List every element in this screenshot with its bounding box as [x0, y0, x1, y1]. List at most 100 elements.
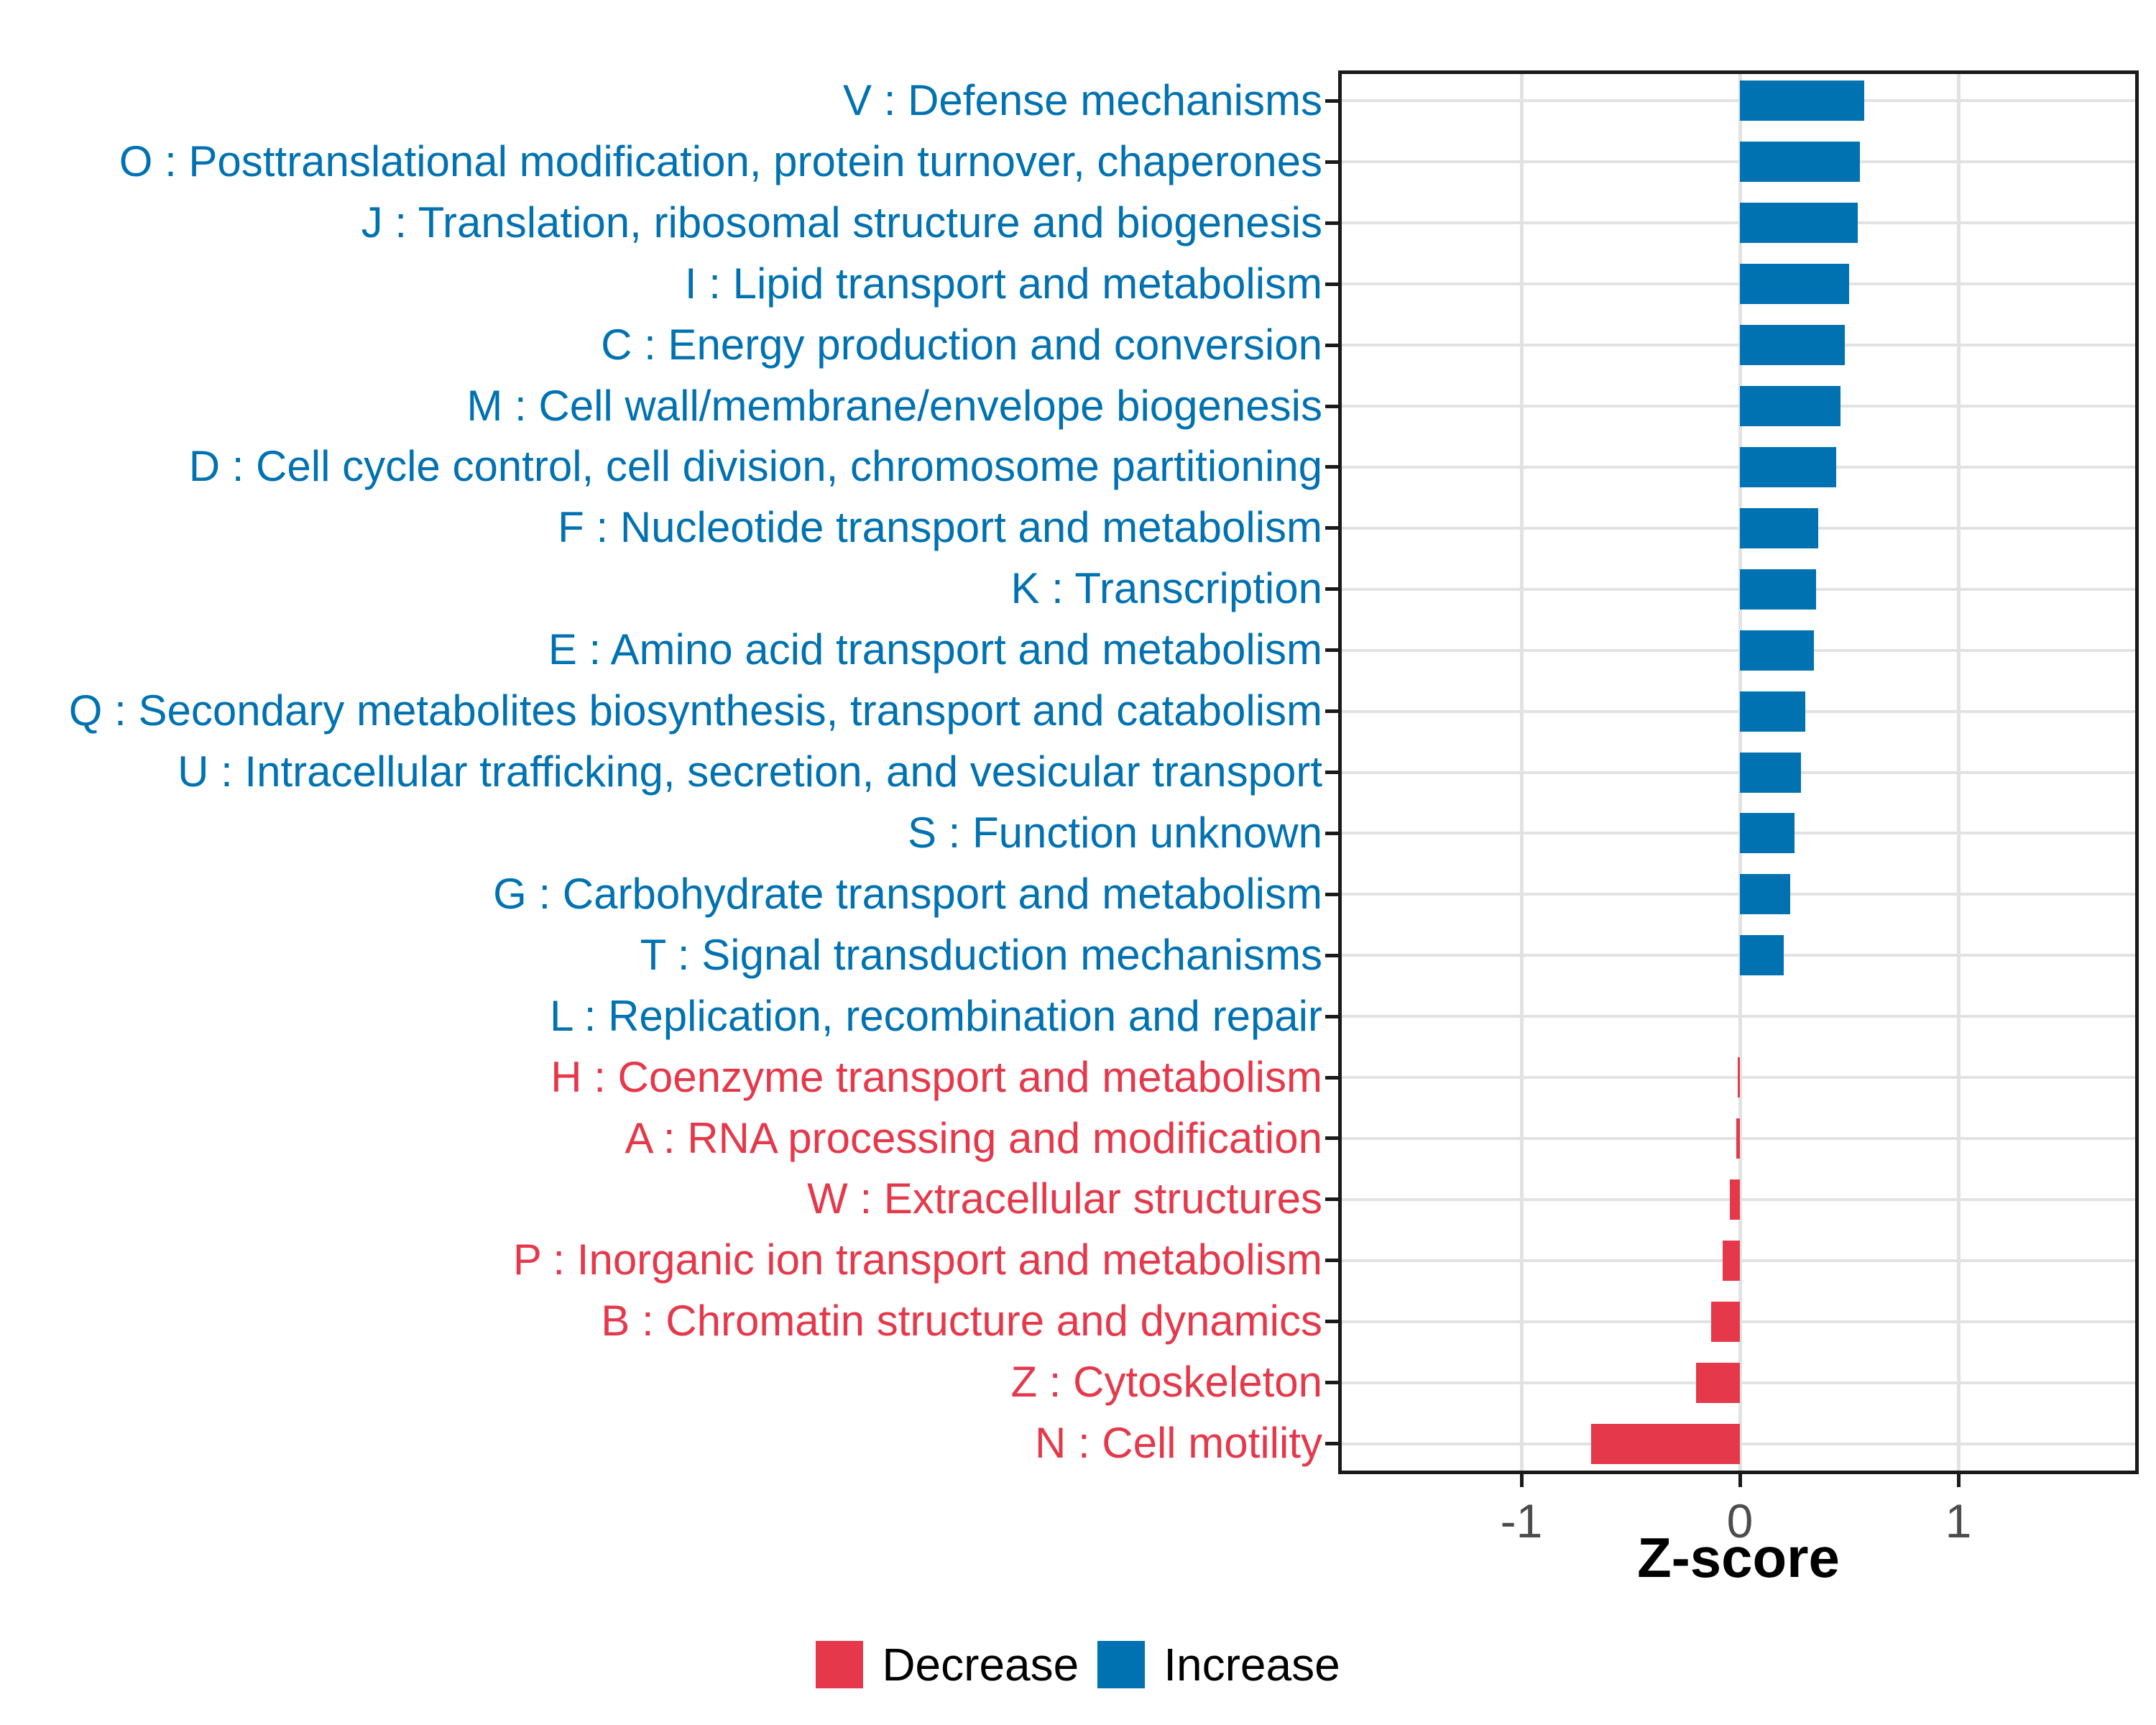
- bar-J: [1740, 203, 1858, 243]
- x-axis-title: Z-score: [1637, 1526, 1840, 1589]
- gridline-horizontal: [1338, 832, 2139, 835]
- y-tick-mark-W: [1325, 1197, 1338, 1202]
- y-tick-mark-I: [1325, 282, 1338, 286]
- y-tick-mark-V: [1325, 98, 1338, 103]
- bar-Q: [1740, 691, 1805, 732]
- gridline-horizontal: [1338, 99, 2139, 103]
- bar-B: [1711, 1302, 1740, 1342]
- y-tick-mark-T: [1325, 953, 1338, 957]
- gridline-horizontal: [1338, 648, 2139, 652]
- x-tick-mark--1: [1519, 1474, 1524, 1487]
- y-axis-label-J: J : Translation, ribosomal structure and…: [361, 198, 1322, 247]
- legend: Decrease Increase: [0, 1641, 2156, 1688]
- y-axis-label-V: V : Defense mechanisms: [843, 76, 1322, 124]
- gridline-horizontal: [1338, 770, 2139, 774]
- y-tick-mark-B: [1325, 1320, 1338, 1324]
- bar-V: [1740, 80, 1864, 121]
- y-tick-mark-N: [1325, 1442, 1338, 1446]
- bar-I: [1740, 264, 1849, 304]
- y-tick-mark-J: [1325, 221, 1338, 225]
- y-tick-mark-U: [1325, 770, 1338, 774]
- bar-H: [1738, 1057, 1740, 1098]
- gridline-horizontal: [1338, 160, 2139, 164]
- y-axis-label-I: I : Lipid transport and metabolism: [684, 259, 1322, 308]
- gridline-horizontal: [1338, 405, 2139, 408]
- x-tick-mark-0: [1738, 1474, 1742, 1487]
- y-tick-mark-H: [1325, 1075, 1338, 1080]
- y-axis-label-O: O : Posttranslational modification, prot…: [119, 137, 1322, 185]
- bar-M: [1740, 386, 1841, 426]
- y-axis-label-K: K : Transcription: [1010, 564, 1322, 613]
- gridline-horizontal: [1338, 282, 2139, 286]
- x-tick-mark-1: [1956, 1474, 1961, 1487]
- y-axis-label-N: N : Cell motility: [1034, 1419, 1322, 1468]
- bar-C: [1740, 325, 1845, 365]
- y-axis-label-F: F : Nucleotide transport and metabolism: [558, 503, 1322, 552]
- bar-P: [1723, 1241, 1740, 1281]
- y-axis-label-Z: Z : Cytoskeleton: [1010, 1358, 1322, 1407]
- bar-E: [1740, 630, 1814, 671]
- y-axis-label-P: P : Inorganic ion transport and metaboli…: [512, 1236, 1322, 1284]
- y-axis-label-D: D : Cell cycle control, cell division, c…: [188, 442, 1322, 491]
- bar-F: [1740, 508, 1818, 548]
- bar-G: [1740, 874, 1790, 914]
- y-axis-label-L: L : Replication, recombination and repai…: [549, 991, 1322, 1040]
- y-axis-label-A: A : RNA processing and modification: [625, 1113, 1322, 1162]
- x-tick-label--1: -1: [1500, 1494, 1543, 1547]
- y-axis-label-W: W : Extracellular structures: [807, 1174, 1322, 1223]
- y-tick-mark-A: [1325, 1136, 1338, 1141]
- y-axis-label-B: B : Chromatin structure and dynamics: [601, 1297, 1322, 1346]
- bar-A: [1736, 1118, 1740, 1159]
- y-tick-mark-M: [1325, 404, 1338, 408]
- y-axis-label-Q: Q : Secondary metabolites biosynthesis, …: [68, 686, 1322, 735]
- bar-U: [1740, 753, 1801, 793]
- y-tick-mark-D: [1325, 465, 1338, 469]
- y-axis-label-H: H : Coenzyme transport and metabolism: [550, 1052, 1322, 1101]
- y-tick-mark-E: [1325, 648, 1338, 653]
- gridline-horizontal: [1338, 954, 2139, 957]
- plot-panel: [1338, 70, 2139, 1474]
- y-axis-label-G: G : Carbohydrate transport and metabolis…: [493, 869, 1322, 918]
- bar-N: [1591, 1424, 1740, 1464]
- y-tick-mark-C: [1325, 343, 1338, 347]
- gridline-horizontal: [1338, 344, 2139, 347]
- gridline-horizontal: [1338, 893, 2139, 896]
- y-tick-mark-O: [1325, 160, 1338, 164]
- legend-label-increase: Increase: [1164, 1639, 1340, 1690]
- y-tick-mark-K: [1325, 587, 1338, 592]
- bar-K: [1740, 569, 1816, 610]
- y-tick-mark-S: [1325, 831, 1338, 835]
- y-axis-label-C: C : Energy production and conversion: [601, 320, 1322, 369]
- gridline-horizontal: [1338, 1015, 2139, 1018]
- legend-swatch-increase: [1097, 1641, 1146, 1688]
- bar-T: [1740, 935, 1784, 975]
- x-tick-label-0: 0: [1726, 1494, 1754, 1547]
- legend-label-decrease: Decrease: [882, 1639, 1079, 1690]
- bar-O: [1740, 142, 1860, 182]
- y-axis-label-U: U : Intracellular trafficking, secretion…: [178, 748, 1322, 796]
- legend-item-increase: Increase: [1097, 1641, 1340, 1688]
- bar-S: [1740, 813, 1795, 853]
- gridline-horizontal: [1338, 709, 2139, 713]
- y-axis-label-S: S : Function unknown: [907, 808, 1322, 857]
- legend-item-decrease: Decrease: [816, 1641, 1079, 1688]
- gridline-horizontal: [1338, 465, 2139, 469]
- x-tick-label-1: 1: [1945, 1494, 1972, 1547]
- y-tick-mark-P: [1325, 1259, 1338, 1263]
- y-tick-mark-Z: [1325, 1381, 1338, 1385]
- bar-Z: [1696, 1363, 1740, 1403]
- y-tick-mark-G: [1325, 892, 1338, 896]
- y-tick-mark-F: [1325, 526, 1338, 530]
- y-axis-label-E: E : Amino acid transport and metabolism: [548, 625, 1322, 674]
- bar-D: [1740, 447, 1836, 487]
- bar-W: [1730, 1179, 1740, 1220]
- y-tick-mark-Q: [1325, 709, 1338, 714]
- gridline-horizontal: [1338, 526, 2139, 530]
- legend-swatch-decrease: [816, 1641, 864, 1688]
- gridline-horizontal: [1338, 587, 2139, 591]
- y-axis-label-T: T : Signal transduction mechanisms: [640, 930, 1322, 979]
- gridline-horizontal: [1338, 221, 2139, 225]
- y-tick-mark-L: [1325, 1014, 1338, 1018]
- y-axis-label-M: M : Cell wall/membrane/envelope biogenes…: [466, 381, 1322, 430]
